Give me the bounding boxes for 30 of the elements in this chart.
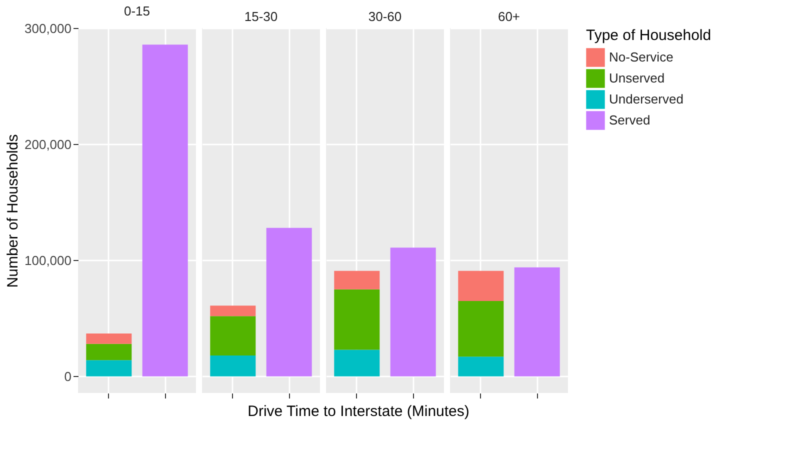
bar xyxy=(210,356,256,376)
text: 30-60 xyxy=(368,9,402,24)
bar xyxy=(514,267,560,376)
legend-label: Served xyxy=(609,112,650,128)
bar xyxy=(458,356,504,376)
legend-label: Unserved xyxy=(609,70,665,86)
bar xyxy=(86,360,132,376)
bar xyxy=(334,289,380,350)
y-tick-label: 100,000 xyxy=(24,252,72,268)
bar xyxy=(86,333,132,344)
bar xyxy=(458,300,504,357)
y-tick-label: 300,000 xyxy=(24,20,72,36)
bar xyxy=(390,248,436,376)
bar xyxy=(334,350,380,376)
bar xyxy=(210,306,256,316)
y-axis-title: Number of Households xyxy=(4,134,22,288)
bar xyxy=(458,270,504,301)
y-tick-label: 0 xyxy=(64,368,72,384)
legend-title: Type of Household xyxy=(586,27,712,44)
text: 15-30 xyxy=(244,9,278,24)
y-tick-label: 200,000 xyxy=(24,136,72,152)
bar xyxy=(266,228,312,376)
text: 0-15 xyxy=(124,3,150,18)
legend-label: Underserved xyxy=(609,92,684,106)
bar xyxy=(334,270,380,290)
text: 60+ xyxy=(498,9,520,24)
bar xyxy=(210,316,256,356)
bar xyxy=(86,344,132,360)
x-axis-title: Drive Time to Interstate (Minutes) xyxy=(248,403,470,420)
legend-label: No-Service xyxy=(609,50,674,64)
